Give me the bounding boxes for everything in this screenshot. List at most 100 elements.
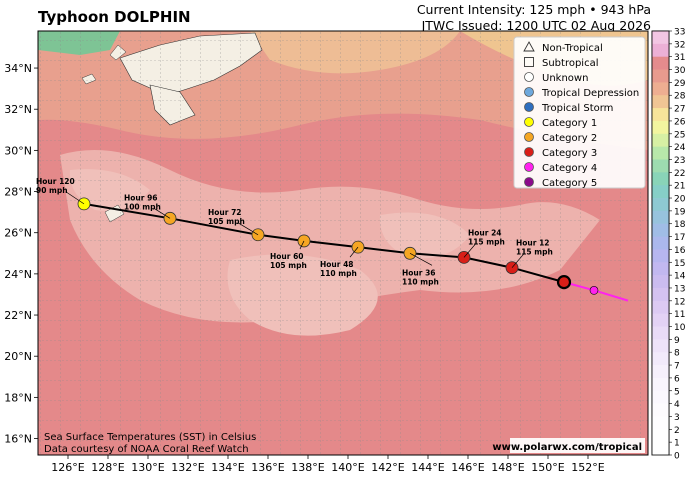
lon-tick-label: 132°E xyxy=(171,461,204,474)
colorbar-segment xyxy=(652,403,669,417)
label-leader xyxy=(237,222,259,236)
lat-tick-label: 24°N xyxy=(4,268,32,281)
colorbar-segment xyxy=(652,262,669,276)
legend-label: Tropical Storm xyxy=(541,103,613,114)
current-intensity: Current Intensity: 125 mph • 943 hPa xyxy=(416,2,651,17)
issued-time: JTWC Issued: 1200 UTC 02 Aug 2026 xyxy=(421,18,651,33)
colorbar-tick-label: 31 xyxy=(674,53,685,63)
colorbar-segment xyxy=(652,365,669,379)
legend-label: Tropical Depression xyxy=(541,88,639,99)
label-leader xyxy=(511,253,525,268)
current-position-marker[interactable] xyxy=(556,275,572,290)
colorbar-segment xyxy=(652,429,669,443)
colorbar-segment xyxy=(652,236,669,250)
colorbar-tick-label: 3 xyxy=(674,413,680,423)
colorbar-segment xyxy=(652,275,669,289)
colorbar-segment xyxy=(652,249,669,263)
colorbar-tick-label: 7 xyxy=(674,362,680,372)
colorbar-segment xyxy=(652,56,669,70)
forecast-hour: Hour 72 xyxy=(208,208,242,217)
colorbar-segment xyxy=(652,133,669,148)
lon-tick-label: 146°E xyxy=(451,461,484,474)
colorbar-segment xyxy=(652,82,669,96)
lat-tick-label: 18°N xyxy=(4,391,32,404)
past-position-marker xyxy=(589,286,599,295)
colorbar-segment xyxy=(652,390,669,405)
forecast-wind: 110 mph xyxy=(320,269,357,278)
legend-label: Subtropical xyxy=(542,58,599,69)
label-leader xyxy=(349,246,359,258)
colorbar-segment xyxy=(652,31,669,45)
forecast-wind: 110 mph xyxy=(402,277,439,286)
colorbar-tick-label: 14 xyxy=(674,272,686,282)
colorbar-segment xyxy=(652,172,669,186)
sst-note: Sea Surface Temperatures (SST) in Celsiu… xyxy=(44,432,256,443)
label-leader xyxy=(153,208,171,219)
forecast-wind: 105 mph xyxy=(270,261,307,270)
colorbar-segment xyxy=(652,198,669,212)
colorbar-tick-label: 0 xyxy=(674,452,680,462)
colorbar-tick-label: 13 xyxy=(674,284,685,294)
forecast-hour: Hour 24 xyxy=(468,228,502,237)
lon-tick-label: 140°E xyxy=(331,461,364,474)
map-frame xyxy=(37,30,649,456)
lon-tick-label: 148°E xyxy=(491,461,524,474)
lon-tick-label: 126°E xyxy=(51,461,84,474)
page-title: Typhoon DOLPHIN xyxy=(38,8,191,26)
colorbar-tick-label: 9 xyxy=(674,336,680,346)
forecast-wind: 105 mph xyxy=(208,217,245,226)
colorbar-tick-label: 16 xyxy=(674,246,686,256)
colorbar-tick-label: 5 xyxy=(674,387,680,397)
colorbar-tick-label: 19 xyxy=(674,207,686,217)
colorbar-segment xyxy=(652,185,669,199)
colorbar-tick-label: 17 xyxy=(674,233,685,243)
lon-tick-label: 152°E xyxy=(571,461,604,474)
colorbar-segment xyxy=(652,287,669,302)
colorbar-segment xyxy=(652,108,669,122)
lon-tick-label: 130°E xyxy=(131,461,164,474)
colorbar-segment xyxy=(652,377,669,392)
colorbar-tick-label: 1 xyxy=(674,439,680,449)
circle-icon xyxy=(524,102,534,112)
colorbar-segment xyxy=(652,120,669,135)
label-leader xyxy=(65,191,85,205)
colorbar-tick-label: 12 xyxy=(674,297,685,307)
site-link[interactable]: www.polarwx.com/tropical xyxy=(492,442,642,453)
lon-tick-label: 144°E xyxy=(411,461,444,474)
square-icon xyxy=(524,57,534,67)
colorbar-tick-label: 33 xyxy=(674,28,685,38)
colorbar-tick-label: 10 xyxy=(674,323,686,333)
lon-tick-label: 134°E xyxy=(211,461,244,474)
lon-tick-label: 138°E xyxy=(291,461,324,474)
forecast-wind: 90 mph xyxy=(36,186,68,195)
colorbar-tick-label: 29 xyxy=(674,79,686,89)
forecast-hour: Hour 120 xyxy=(36,177,75,186)
lat-tick-label: 30°N xyxy=(4,144,32,157)
colorbar-tick-label: 4 xyxy=(674,400,680,410)
circle-icon xyxy=(524,87,534,97)
colorbar-segment xyxy=(652,95,669,109)
circle-icon xyxy=(524,147,534,157)
lat-tick-label: 28°N xyxy=(4,186,32,199)
colorbar-tick-label: 15 xyxy=(674,259,685,269)
forecast-hour: Hour 60 xyxy=(270,252,304,261)
legend-label: Non-Tropical xyxy=(542,43,603,54)
colorbar-tick-label: 22 xyxy=(674,169,685,179)
colorbar-tick-label: 30 xyxy=(674,66,686,76)
colorbar-segment xyxy=(652,442,669,456)
forecast-hour: Hour 48 xyxy=(320,260,354,269)
colorbar-tick-label: 11 xyxy=(674,310,685,320)
data-credit: Data courtesy of NOAA Coral Reef Watch xyxy=(44,444,249,455)
storm-status: Current Intensity: 125 mph • 943 hPa JTW… xyxy=(417,2,651,34)
circle-icon xyxy=(524,72,534,82)
colorbar-segment xyxy=(652,43,669,58)
legend: Non-Tropical Subtropical Unknown Tropical D… xyxy=(513,36,646,189)
forecast-wind: 115 mph xyxy=(516,248,553,257)
colorbar-segment xyxy=(652,223,669,237)
axis-ticks: 126°E 128°E 130°E 132°E 134°E 136°E 138°E 140°E… xyxy=(4,62,605,474)
colorbar-segment xyxy=(652,339,669,353)
forecast-hour: Hour 12 xyxy=(516,239,550,248)
circle-icon xyxy=(524,132,534,142)
